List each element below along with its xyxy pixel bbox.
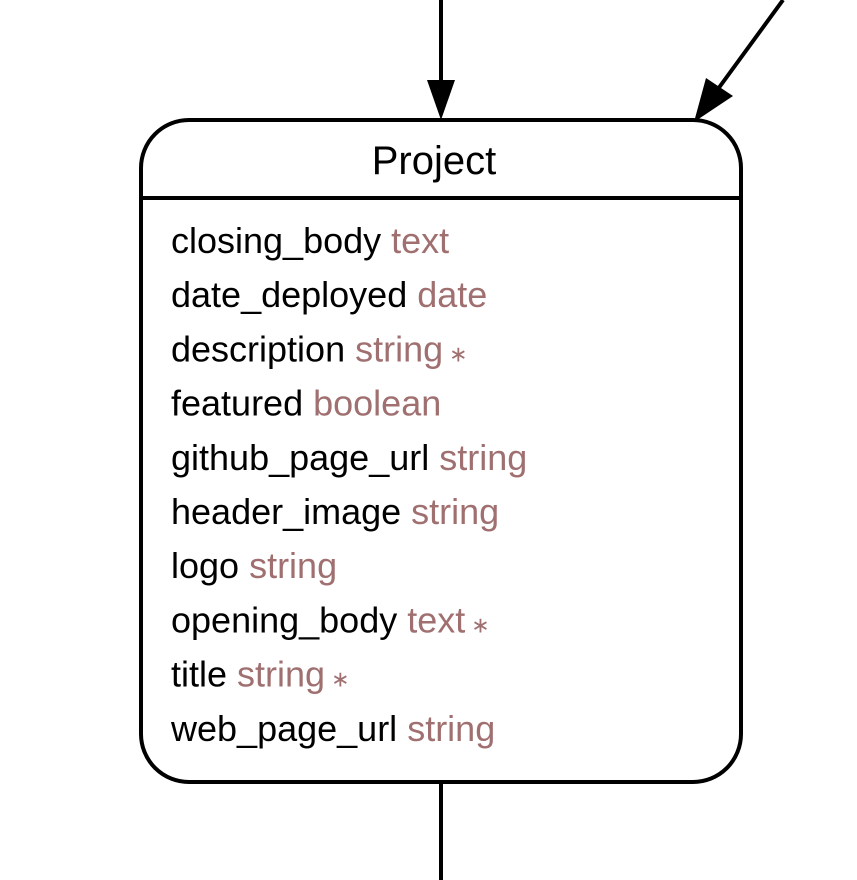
incoming-edge-top-arrowhead <box>427 80 455 120</box>
attribute-row: logo string <box>171 545 337 586</box>
attribute-type: text <box>397 599 465 640</box>
attribute-name: header_image <box>171 491 401 532</box>
attribute-list: closing_body text date_deployed date descr… <box>170 220 527 749</box>
attribute-row: header_image string <box>171 491 499 532</box>
incoming-edge-top-right <box>716 0 785 91</box>
entity-title: Project <box>372 139 497 183</box>
attribute-row: title string ∗ <box>171 654 350 695</box>
entity-node-project[interactable]: Project closing_body text date_deployed d… <box>139 118 743 784</box>
attribute-row: closing_body text <box>171 220 449 261</box>
required-marker: ∗ <box>471 612 489 637</box>
attribute-type: boolean <box>303 383 441 424</box>
attribute-type: string <box>429 437 527 478</box>
attribute-type: string <box>239 545 337 586</box>
attribute-row: featured boolean <box>171 383 441 424</box>
attribute-row: description string ∗ <box>171 328 468 369</box>
attribute-row: date_deployed date <box>171 274 487 315</box>
attribute-row: opening_body text ∗ <box>171 599 490 640</box>
attribute-type: date <box>407 274 487 315</box>
incoming-edge-top-right-arrowhead <box>694 78 733 122</box>
attribute-name: closing_body <box>171 220 381 261</box>
attribute-name: web_page_url <box>170 708 397 749</box>
entity-box <box>139 118 743 784</box>
attribute-name: github_page_url <box>171 437 429 478</box>
attribute-type: string <box>227 654 325 695</box>
attribute-name: title <box>171 654 227 695</box>
attribute-name: date_deployed <box>171 274 407 315</box>
required-marker: ∗ <box>449 341 467 366</box>
required-marker: ∗ <box>331 667 349 692</box>
attribute-name: description <box>171 328 345 369</box>
attribute-type: string <box>401 491 499 532</box>
attribute-row: github_page_url string <box>171 437 527 478</box>
attribute-type: string <box>345 328 443 369</box>
attribute-name: featured <box>171 383 303 424</box>
attribute-name: logo <box>171 545 239 586</box>
attribute-row: web_page_url string <box>170 708 495 749</box>
attribute-type: text <box>381 220 449 261</box>
attribute-name: opening_body <box>171 599 397 640</box>
attribute-type: string <box>397 708 495 749</box>
